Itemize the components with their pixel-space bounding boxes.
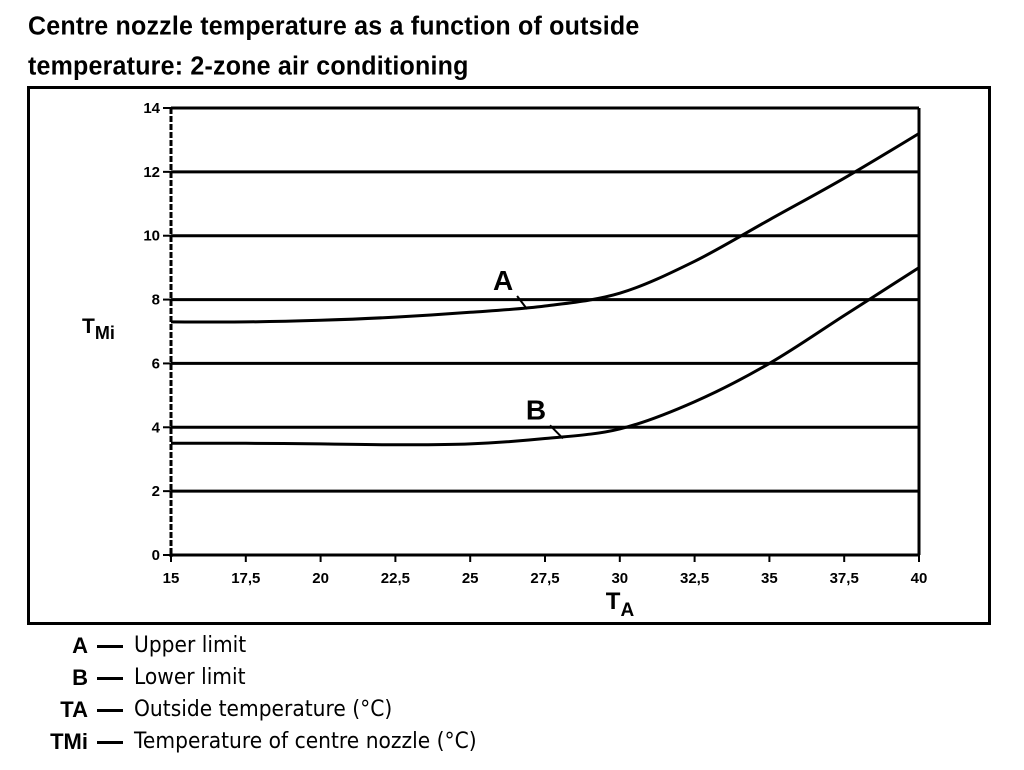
x-tick-label: 15 bbox=[163, 570, 180, 587]
y-tick-label: 10 bbox=[143, 228, 160, 245]
legend-dash bbox=[97, 645, 123, 648]
legend-row-b: B Lower limit bbox=[0, 662, 700, 694]
chart-title: Centre nozzle temperature as a function … bbox=[28, 6, 639, 86]
y-tick-label: 8 bbox=[152, 292, 160, 309]
y-tick-label: 4 bbox=[152, 419, 161, 436]
series-line-b bbox=[170, 266, 920, 447]
legend-description: Lower limit bbox=[134, 665, 246, 690]
chart-title-line-1: Centre nozzle temperature as a function … bbox=[28, 11, 640, 41]
y-tick-label: 14 bbox=[143, 100, 160, 117]
chart-title-line-2: temperature: 2-zone air conditioning bbox=[28, 51, 469, 81]
x-axis-label: TA bbox=[606, 588, 635, 621]
series-pointer-a bbox=[516, 295, 528, 310]
legend-key: B bbox=[72, 665, 88, 690]
y-tick-label: 0 bbox=[152, 547, 160, 564]
legend-row-a: A Upper limit bbox=[0, 630, 700, 662]
y-axis-label-subscript: Mi bbox=[95, 323, 115, 343]
x-tick-label: 25 bbox=[462, 570, 479, 587]
series-label-b: B bbox=[526, 394, 546, 425]
x-tick-label: 30 bbox=[611, 570, 628, 587]
legend-row-tmi: TMi Temperature of centre nozzle (°C) bbox=[0, 726, 700, 758]
x-tick-label: 37,5 bbox=[830, 570, 859, 587]
legend-key: TA bbox=[60, 697, 88, 722]
x-tick-label: 20 bbox=[312, 570, 329, 587]
legend-description: Temperature of centre nozzle (°C) bbox=[134, 729, 477, 754]
x-tick-label: 22,5 bbox=[381, 570, 410, 587]
legend-dash bbox=[97, 741, 123, 744]
series-pointer-b bbox=[549, 424, 564, 440]
legend-dash bbox=[97, 709, 123, 712]
y-tick-label: 2 bbox=[152, 483, 160, 500]
x-tick-label: 35 bbox=[761, 570, 778, 587]
legend-description: Outside temperature (°C) bbox=[134, 697, 393, 722]
chart-plot: 0 2 4 6 8 10 12 14 15 17,5 20 22,5 25 27,5 30 32,5 35 37,… bbox=[82, 100, 928, 621]
chart-frame: 0 2 4 6 8 10 12 14 15 17,5 20 22,5 25 27,5 30 32,5 35 37,… bbox=[27, 86, 991, 625]
legend-description: Upper limit bbox=[134, 633, 247, 658]
x-axis-label-subscript: A bbox=[620, 600, 634, 621]
x-tick-label: 27,5 bbox=[530, 570, 559, 587]
series-line-a bbox=[170, 132, 920, 324]
series-label-a: A bbox=[493, 265, 513, 296]
y-axis-label: TMi bbox=[82, 315, 115, 343]
x-tick-label: 32,5 bbox=[680, 570, 709, 587]
x-tick-label: 17,5 bbox=[231, 570, 260, 587]
legend-key: A bbox=[72, 633, 88, 658]
y-tick-label: 6 bbox=[152, 355, 160, 372]
y-tick-label: 12 bbox=[143, 164, 160, 181]
x-tick-label: 40 bbox=[911, 570, 928, 587]
legend-dash bbox=[97, 677, 123, 680]
legend-key: TMi bbox=[50, 729, 88, 754]
legend-row-ta: TA Outside temperature (°C) bbox=[0, 694, 700, 726]
